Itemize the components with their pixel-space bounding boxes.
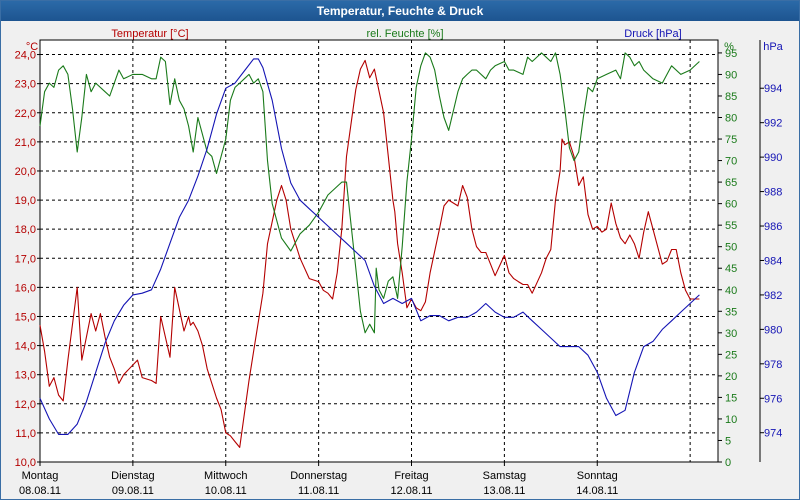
humidity-tick-label: 5 — [725, 435, 731, 447]
humidity-series-line — [39, 52, 700, 334]
pressure-tick-label: 994 — [764, 83, 782, 95]
date-label: 10.08.11 — [205, 485, 247, 497]
humidity-tick-label: 20 — [725, 371, 737, 383]
temperature-tick-label: 12,0 — [15, 399, 36, 411]
temperature-tick-label: 11,0 — [15, 428, 36, 440]
humidity-tick-label: 45 — [725, 263, 737, 275]
humidity-tick-label: 55 — [725, 220, 737, 232]
day-label: Samstag — [483, 470, 526, 482]
grid — [40, 40, 718, 463]
date-label: 14.08.11 — [576, 485, 618, 497]
pressure-tick-label: 980 — [764, 324, 782, 336]
day-label: Dienstag — [111, 470, 154, 482]
pressure-axis-title: Druck [hPa] — [624, 28, 681, 40]
pressure-axis: 974 976 978 980 982 984 986 988 990 992 994 — [759, 40, 782, 462]
temperature-axis-title: Temperatur [°C] — [111, 28, 188, 40]
temperature-tick-label: 24,0 — [15, 50, 36, 62]
temperature-tick-label: 13,0 — [15, 370, 36, 382]
temperature-series-line — [39, 59, 700, 448]
humidity-tick-label: 75 — [725, 134, 737, 146]
pressure-tick-label: 992 — [764, 118, 782, 130]
temperature-tick-label: 20,0 — [15, 166, 36, 178]
humidity-tick-label: 35 — [725, 306, 737, 318]
day-label: Freitag — [394, 470, 428, 482]
x-axis: Montag 08.08.11 Dienstag 09.08.11 Mittwoch 10… — [19, 462, 618, 497]
temperature-tick-label: 17,0 — [15, 253, 36, 265]
humidity-tick-label: 80 — [725, 113, 737, 125]
humidity-tick-label: 25 — [725, 349, 737, 361]
day-label: Mittwoch — [204, 470, 247, 482]
humidity-tick-label: 30 — [725, 328, 737, 340]
humidity-tick-label: 15 — [725, 392, 737, 404]
temperature-tick-label: 22,0 — [15, 108, 36, 120]
temperature-tick-label: 10,0 — [15, 457, 36, 469]
humidity-tick-label: 85 — [725, 91, 737, 103]
pressure-tick-label: 984 — [764, 255, 782, 267]
pressure-series-line — [39, 58, 700, 435]
temperature-tick-label: 23,0 — [15, 79, 36, 91]
day-label: Donnerstag — [290, 470, 347, 482]
humidity-axis-title: rel. Feuchte [%] — [366, 28, 443, 40]
temperature-tick-label: 14,0 — [15, 341, 36, 353]
date-label: 13.08.11 — [483, 485, 525, 497]
temperature-tick-label: 21,0 — [15, 137, 36, 149]
series-layer — [39, 52, 700, 448]
temperature-unit: °C — [26, 41, 38, 53]
date-label: 12.08.11 — [390, 485, 432, 497]
temperature-axis: 10,0 11,0 12,0 13,0 14,0 15,0 16,0 17,0 18,0 19,0… — [15, 50, 40, 469]
humidity-tick-label: 0 — [725, 457, 731, 469]
temperature-tick-label: 16,0 — [15, 282, 36, 294]
date-label: 09.08.11 — [112, 485, 154, 497]
date-label: 11.08.11 — [298, 485, 339, 497]
date-label: 08.08.11 — [19, 485, 61, 497]
humidity-tick-label: 70 — [725, 156, 737, 168]
pressure-tick-label: 986 — [764, 221, 782, 233]
humidity-tick-label: 40 — [725, 285, 737, 297]
pressure-tick-label: 988 — [764, 187, 782, 199]
plot-area — [39, 39, 719, 463]
temperature-tick-label: 15,0 — [15, 311, 36, 323]
day-label: Montag — [22, 470, 59, 482]
pressure-tick-label: 978 — [764, 359, 782, 371]
humidity-unit: % — [724, 41, 734, 53]
humidity-tick-label: 60 — [725, 199, 737, 211]
humidity-axis: 0 5 10 15 20 25 30 35 40 45 50 55 60 65 70 75 80 85 90 95 — [718, 48, 737, 469]
window-title: Temperatur, Feuchte & Druck — [1, 1, 799, 21]
humidity-tick-label: 65 — [725, 177, 737, 189]
day-label: Sonntag — [577, 470, 618, 482]
pressure-tick-label: 976 — [764, 393, 782, 405]
pressure-tick-label: 982 — [764, 290, 782, 302]
humidity-tick-label: 50 — [725, 242, 737, 254]
temperature-tick-label: 19,0 — [15, 195, 36, 207]
temperature-tick-label: 18,0 — [15, 224, 36, 236]
humidity-tick-label: 95 — [725, 48, 737, 60]
pressure-tick-label: 990 — [764, 152, 782, 164]
pressure-tick-label: 974 — [764, 428, 782, 440]
humidity-tick-label: 10 — [725, 414, 737, 426]
humidity-tick-label: 90 — [725, 69, 737, 81]
pressure-unit: hPa — [763, 41, 783, 53]
